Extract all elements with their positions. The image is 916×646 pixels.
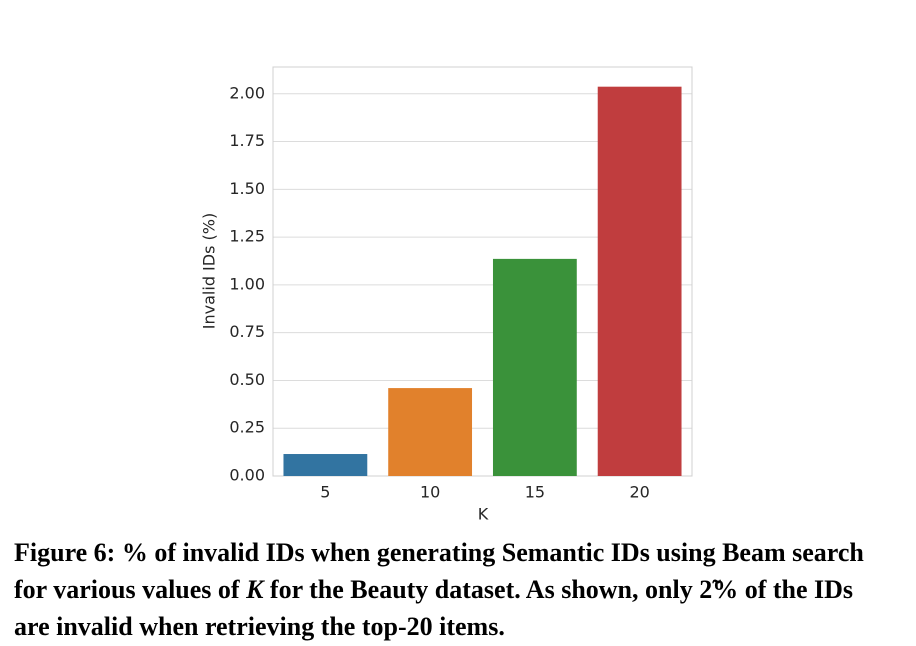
y-tick-label: 0.00 [229,466,265,485]
y-tick-label: 2.00 [229,83,265,102]
x-axis-label: K [478,505,489,524]
bar [492,258,577,476]
chart: K Invalid IDs (%) 0.00 0.25 0.50 0.75 1.00 1.… [200,66,693,524]
y-tick-label: 1.25 [229,227,265,246]
y-tick-label: 0.50 [229,370,265,389]
y-tick-label: 0.25 [229,418,265,437]
caption-text: for the Beauty dataset. As shown, only 2… [14,575,854,641]
y-tick-label: 1.75 [229,131,265,150]
caption-text: Figure 6: % of invalid IDs when generati… [14,538,864,604]
bar [283,454,368,476]
caption-math: K [246,575,264,604]
y-axis-label: Invalid IDs (%) [200,213,219,329]
bar [597,86,682,476]
x-tick-label: 5 [320,483,330,502]
x-tick-label: 10 [420,483,440,502]
caption: Figure 6: % of invalid IDs when generati… [14,534,894,645]
y-tick-label: 1.50 [229,179,265,198]
x-tick-label: 20 [629,483,649,502]
y-tick-label: 1.00 [229,274,265,293]
bar [388,388,473,476]
y-tick-label: 0.75 [229,322,265,341]
x-tick-label: 15 [525,483,545,502]
plot-frame [272,66,693,477]
